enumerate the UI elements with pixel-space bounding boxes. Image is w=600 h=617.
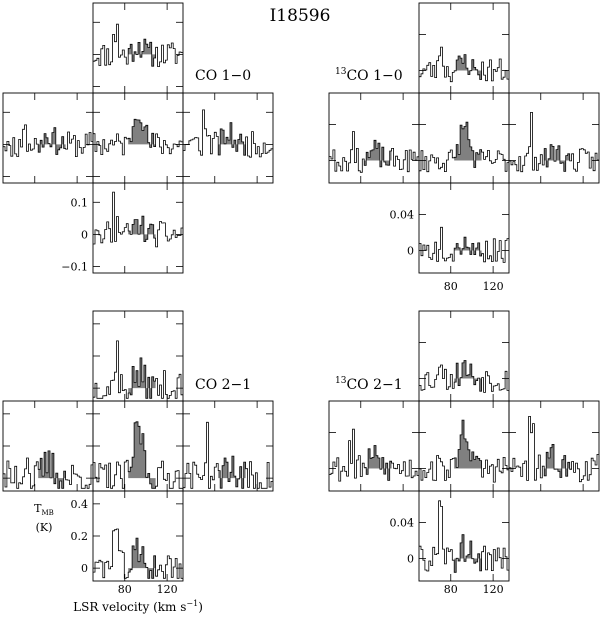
- spectrum-line: [183, 421, 273, 489]
- panel-east: [182, 400, 274, 492]
- panel-south: [418, 490, 510, 582]
- x-label-sup: −1: [186, 599, 198, 608]
- panel-label: CO 2−1: [195, 377, 251, 393]
- y-tick-label: 0.1: [71, 196, 89, 209]
- y-axis-label: TMB (K): [34, 502, 54, 534]
- y-tick-label: 0: [81, 228, 88, 241]
- chart-group-co13_21: 13CO 2−1 0.04 0 80 120: [328, 310, 600, 596]
- x-label-text: LSR velocity (km s: [73, 600, 186, 614]
- y-tick-label: 0: [81, 562, 88, 575]
- y-tick-label: 0.4: [71, 498, 89, 511]
- spectrum-line: [419, 226, 509, 263]
- panel-south: [418, 182, 510, 274]
- panel-west: [2, 92, 94, 184]
- figure-title: I18596: [270, 6, 331, 26]
- shaded-emission: [454, 237, 482, 256]
- panel-north: [418, 310, 510, 402]
- y-label-unit: (K): [36, 521, 53, 534]
- shaded-emission: [544, 444, 572, 478]
- panel-south: [92, 490, 184, 582]
- spectrum-line: [419, 500, 509, 573]
- spectrum-line: [183, 109, 273, 158]
- y-label-sub: MB: [42, 509, 54, 517]
- spectrum-line: [3, 450, 93, 489]
- spectrum-line: [93, 421, 183, 489]
- shaded-emission: [454, 360, 482, 392]
- panel-label: CO 1−0: [195, 68, 251, 84]
- spectrum-line: [419, 46, 509, 83]
- shaded-emission: [364, 140, 392, 167]
- panel-center: [92, 400, 184, 492]
- x-tick-label: 120: [483, 583, 504, 596]
- y-tick-label: 0: [407, 553, 414, 566]
- spectrum-line: [3, 124, 93, 157]
- panel-label: 13CO 1−0: [335, 67, 403, 84]
- panel-frame: [418, 2, 510, 94]
- y-tick-label: 0.04: [390, 517, 415, 530]
- panel-west: [2, 400, 94, 492]
- shaded-emission: [454, 420, 482, 469]
- panel-north: [92, 310, 184, 402]
- shaded-emission: [128, 421, 156, 489]
- y-tick-label: 0.04: [390, 209, 415, 222]
- shaded-emission: [544, 144, 572, 172]
- panel-label-isotope: 13: [335, 376, 347, 386]
- spectrum-line: [509, 112, 599, 173]
- panel-north: [92, 2, 184, 94]
- y-tick-label: 0.2: [71, 530, 89, 543]
- spectrum-line: [509, 416, 599, 483]
- spectrum-line: [93, 118, 183, 156]
- panel-west: [328, 400, 420, 492]
- x-label-close: ): [198, 600, 203, 614]
- shaded-emission: [128, 216, 156, 242]
- spectrum-line: [93, 340, 183, 399]
- y-tick-label: −0.1: [61, 261, 88, 274]
- svg-text:TMB: TMB: [34, 502, 54, 517]
- y-label-main: T: [34, 502, 42, 515]
- panel-center: [92, 92, 184, 184]
- spectrum-line: [93, 191, 183, 248]
- x-axis-label: LSR velocity (km s−1): [73, 599, 203, 614]
- panel-label: 13CO 2−1: [335, 376, 403, 393]
- x-tick-label: 120: [483, 280, 504, 293]
- panel-frame: [508, 400, 600, 492]
- shaded-emission: [128, 538, 156, 579]
- panel-frame: [508, 92, 600, 184]
- spectrum-line: [93, 23, 183, 67]
- panel-label-text: CO 2−1: [346, 377, 402, 393]
- panel-frame: [418, 182, 510, 274]
- x-tick-label: 80: [444, 280, 458, 293]
- spectrum-line: [93, 528, 183, 579]
- shaded-emission: [454, 54, 482, 80]
- panel-north: [418, 2, 510, 94]
- spectrum-line: [419, 419, 509, 483]
- shaded-emission: [364, 445, 392, 481]
- panel-center: [418, 400, 510, 492]
- x-tick-label: 80: [444, 583, 458, 596]
- shaded-emission: [128, 119, 156, 148]
- panel-east: [508, 400, 600, 492]
- panel-frame: [182, 92, 274, 184]
- y-tick-label: 0: [407, 245, 414, 258]
- spectrum-line: [419, 121, 509, 173]
- chart-group-co10: CO 1−0 0.1 0 −0.1: [2, 2, 274, 274]
- panel-center: [418, 92, 510, 184]
- chart-group-co13_10: 13CO 1−0 0.04 0 80 120: [328, 2, 600, 293]
- spectrum-line: [329, 428, 419, 482]
- x-tick-label: 80: [118, 583, 132, 596]
- panel-label-text: CO 1−0: [346, 68, 402, 84]
- x-tick-label: 120: [157, 583, 178, 596]
- panel-east: [508, 92, 600, 184]
- panel-label-isotope: 13: [335, 67, 347, 77]
- panel-west: [328, 92, 420, 184]
- spectrum-line: [419, 360, 509, 393]
- spectrum-line: [329, 131, 419, 173]
- shaded-emission: [454, 122, 482, 168]
- panel-south: [92, 182, 184, 274]
- panel-frame: [418, 490, 510, 582]
- chart-group-co21: CO 2−1 0.4 0.2 0 80 120: [2, 310, 274, 596]
- panel-east: [182, 92, 274, 184]
